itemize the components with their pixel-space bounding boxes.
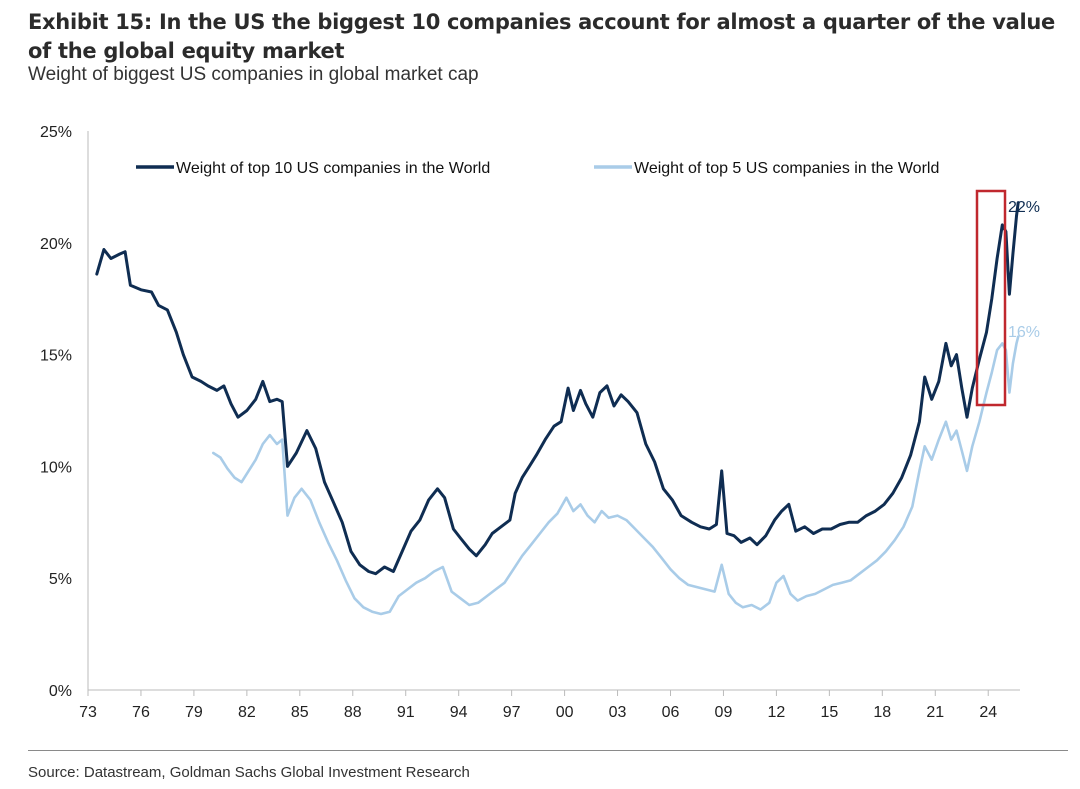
x-tick-label: 94 xyxy=(450,704,468,721)
y-tick-label: 20% xyxy=(40,236,72,253)
highlight-box xyxy=(975,189,1007,407)
x-tick-label: 82 xyxy=(238,704,256,721)
end-label-top10: 22% xyxy=(1008,199,1040,216)
x-tick-label: 06 xyxy=(662,704,680,721)
y-tick-label: 0% xyxy=(49,683,72,700)
x-tick-label: 24 xyxy=(979,704,997,721)
legend-item-top10: Weight of top 10 US companies in the Wor… xyxy=(136,160,490,177)
x-axis: 73 76 79 82 85 88 91 94 97 00 03 06 09 12 15 18 21 24 xyxy=(79,689,1020,721)
series-lines xyxy=(95,201,1020,616)
x-tick-label: 73 xyxy=(79,704,97,721)
page-subtitle: Weight of biggest US companies in global… xyxy=(28,64,479,85)
y-tick-label: 25% xyxy=(40,124,72,141)
series-line-top10 xyxy=(95,201,1020,576)
y-tick-label: 15% xyxy=(40,348,72,365)
legend-label: Weight of top 10 US companies in the Wor… xyxy=(176,160,490,177)
x-tick-label: 79 xyxy=(185,704,203,721)
end-label-top5: 16% xyxy=(1008,324,1040,341)
x-tick-label: 12 xyxy=(768,704,786,721)
x-tick-label: 91 xyxy=(397,704,415,721)
x-tick-label: 88 xyxy=(344,704,362,721)
footer-divider xyxy=(28,750,1068,751)
x-tick-label: 00 xyxy=(556,704,574,721)
series-line-top5 xyxy=(212,335,1020,616)
source-note: Source: Datastream, Goldman Sachs Global… xyxy=(28,764,470,781)
page-title: Exhibit 15: In the US the biggest 10 com… xyxy=(28,10,1055,63)
x-tick-label: 03 xyxy=(609,704,627,721)
x-tick-label: 15 xyxy=(820,704,838,721)
legend-item-top5: Weight of top 5 US companies in the Worl… xyxy=(594,160,939,177)
x-tick-label: 97 xyxy=(503,704,521,721)
chart: 0% 5% 10% 15% 20% 25% 73 76 79 82 85 88 91 94 97 00 03 0… xyxy=(40,124,1040,721)
y-tick-label: 5% xyxy=(49,571,72,588)
x-tick-label: 85 xyxy=(291,704,309,721)
x-tick-label: 76 xyxy=(132,704,150,721)
end-labels: 22% 16% xyxy=(1008,199,1040,341)
y-axis: 0% 5% 10% 15% 20% 25% xyxy=(40,124,89,700)
legend: Weight of top 10 US companies in the Wor… xyxy=(136,160,939,177)
x-tick-label: 18 xyxy=(873,704,891,721)
x-tick-label: 09 xyxy=(715,704,733,721)
y-tick-label: 10% xyxy=(40,459,72,476)
x-tick-label: 21 xyxy=(926,704,944,721)
legend-label: Weight of top 5 US companies in the Worl… xyxy=(634,160,939,177)
